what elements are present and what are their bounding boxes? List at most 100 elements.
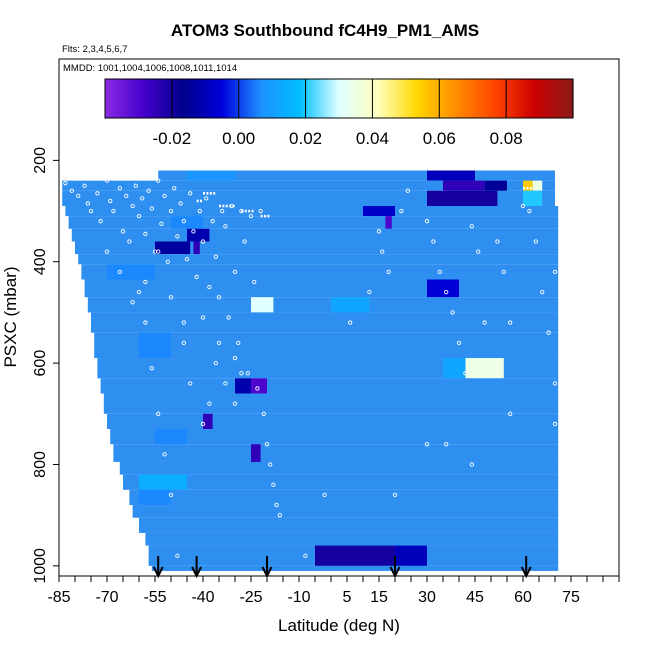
colorbar-cell <box>209 79 213 118</box>
sample-point <box>463 371 468 376</box>
sample-point <box>181 219 186 224</box>
colorbar-cell <box>411 79 415 118</box>
colorbar-cell <box>229 79 233 118</box>
layer-anomaly <box>443 180 485 191</box>
layer-band <box>68 216 559 229</box>
x-tick-label: 15 <box>370 589 388 606</box>
sample-point <box>200 239 206 244</box>
sample-point <box>431 239 436 244</box>
sample-point <box>495 239 500 244</box>
sample-point <box>156 411 161 416</box>
sample-point <box>252 279 257 285</box>
colorbar-cell <box>362 79 366 118</box>
colorbar-tick-label: 0.06 <box>423 129 456 148</box>
colorbar-cell <box>526 79 530 118</box>
colorbar-cell <box>515 79 519 118</box>
sample-point <box>95 191 100 196</box>
colorbar-cell <box>349 79 353 118</box>
colorbar-cell <box>172 79 176 118</box>
colorbar-cell <box>250 79 254 118</box>
layer-band <box>123 474 559 490</box>
layer-anomaly <box>523 190 543 206</box>
sample-point <box>156 178 161 183</box>
colorbar-cell <box>536 79 540 118</box>
sample-point <box>117 269 122 275</box>
colorbar-cell <box>521 79 525 118</box>
colorbar-cell <box>240 79 244 118</box>
layer-band <box>84 279 559 298</box>
colorbar-cell <box>289 79 293 118</box>
sample-point <box>482 320 487 325</box>
sample-point <box>373 158 378 163</box>
sample-point <box>399 208 404 214</box>
layer-anomaly <box>139 474 187 490</box>
colorbar-cell <box>547 79 551 118</box>
colorbar-tick-label: 0.00 <box>222 129 255 148</box>
colorbar-tick-label: 0.08 <box>490 129 523 148</box>
arrow-head <box>152 566 164 579</box>
colorbar-cell <box>206 79 210 118</box>
sample-point <box>159 221 164 226</box>
sample-point <box>194 274 199 280</box>
layer-band <box>119 461 559 475</box>
sample-point <box>210 219 215 224</box>
colorbar-cell <box>554 79 558 118</box>
layer-band <box>158 170 555 181</box>
sample-markers <box>63 153 558 558</box>
colorbar-cell <box>198 79 202 118</box>
colorbar-cell <box>248 79 252 118</box>
colorbar-cell <box>144 79 148 118</box>
sample-point <box>88 208 94 214</box>
layer-band <box>78 254 559 265</box>
colorbar-cell <box>222 79 226 118</box>
colorbar-cell <box>300 79 304 118</box>
sample-point <box>63 181 68 186</box>
layer-anomaly <box>251 378 267 394</box>
colorbar-cell <box>235 79 239 118</box>
sample-point <box>232 269 238 275</box>
x-tick-label: 30 <box>418 589 436 606</box>
layer-anomaly <box>427 170 475 181</box>
colorbar-cell <box>125 79 129 118</box>
colorbar-cell <box>463 79 467 118</box>
colorbar-ticks: -0.02 0.00 0.02 0.04 0.06 0.08 <box>152 79 523 148</box>
colorbar-cell <box>549 79 553 118</box>
sample-point <box>508 411 513 416</box>
layer-anomaly <box>385 216 392 229</box>
layer-anomaly <box>139 332 171 359</box>
sample-point <box>223 381 228 386</box>
y-axis-label: PSXC (mbar) <box>1 266 20 367</box>
sample-point <box>469 462 474 467</box>
colorbar-cell <box>183 79 187 118</box>
layer-anomaly <box>523 180 533 191</box>
layer-band <box>151 565 559 571</box>
colorbar-cell <box>185 79 189 118</box>
colorbar-cell <box>427 79 431 118</box>
colorbar-cell <box>502 79 506 118</box>
layer-band <box>65 205 559 217</box>
x-tick-label: 5 <box>343 589 352 606</box>
colorbar-cell <box>448 79 452 118</box>
colorbar-cell <box>167 79 171 118</box>
sample-point <box>248 213 254 219</box>
colorbar-cell <box>417 79 421 118</box>
colorbar-cell <box>469 79 473 118</box>
sample-point <box>469 224 474 229</box>
sample-point <box>165 259 170 264</box>
colorbar-cell <box>162 79 166 118</box>
sample-point <box>200 421 206 427</box>
colorbar-cell <box>388 79 392 118</box>
colorbar-cell <box>175 79 179 118</box>
colorbar-cell <box>354 79 358 118</box>
colorbar-cell <box>432 79 436 118</box>
sample-point <box>188 191 193 196</box>
colorbar-cell <box>505 79 509 118</box>
sample-point <box>140 196 145 201</box>
sample-point <box>437 269 442 275</box>
colorbar-cell <box>328 79 332 118</box>
colorbar-cell <box>370 79 374 118</box>
colorbar-cell <box>159 79 163 118</box>
layer-anomaly <box>427 190 498 206</box>
layer-band <box>81 264 559 280</box>
